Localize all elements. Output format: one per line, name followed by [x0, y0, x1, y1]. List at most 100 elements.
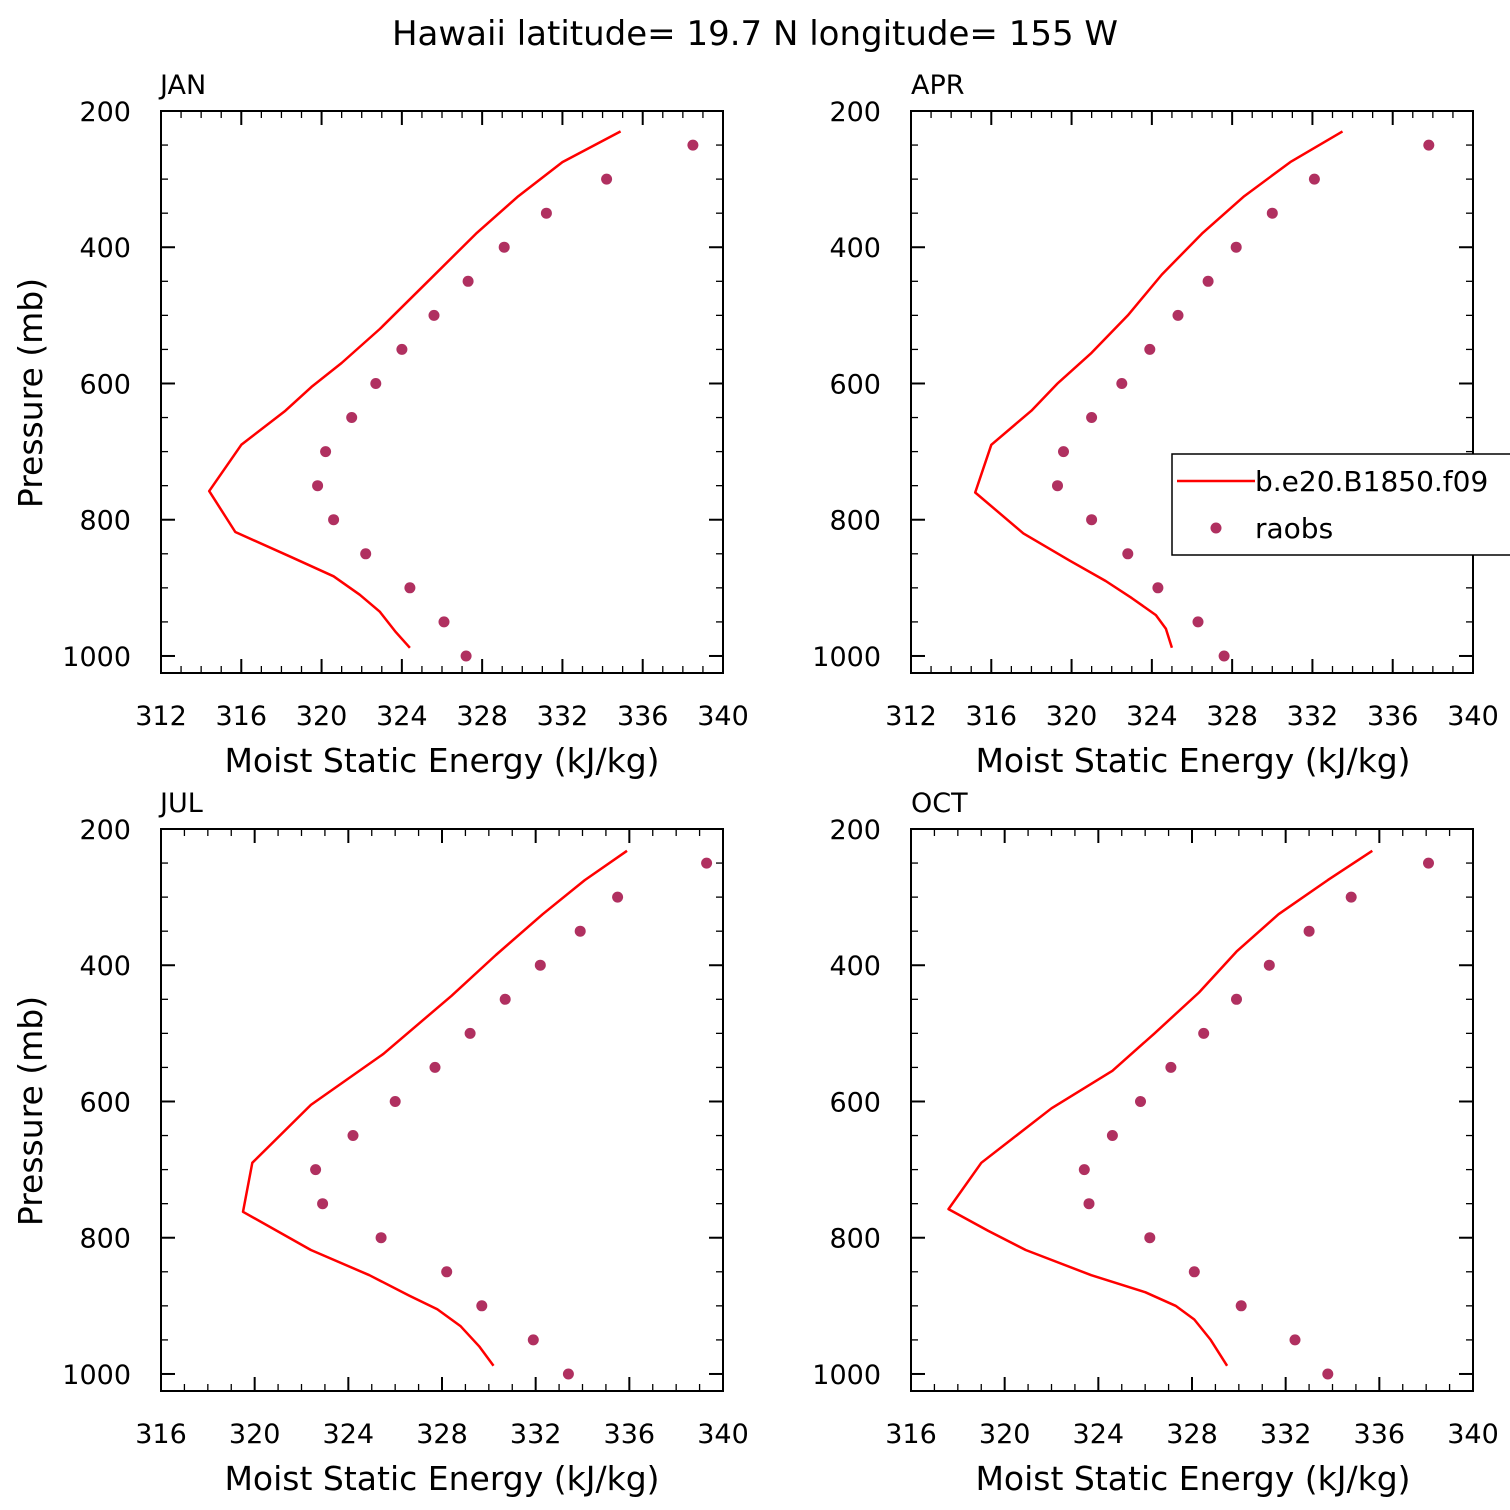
raobs-point	[389, 1096, 401, 1107]
raobs-point	[1198, 1027, 1210, 1039]
model-line	[947, 849, 1373, 1367]
x-axis-label: Moist Static Energy (kJ/kg)	[975, 1459, 1410, 1498]
raobs-point	[1172, 309, 1184, 321]
raobs-point	[1192, 616, 1204, 628]
model-line	[207, 130, 622, 649]
legend-box	[1171, 453, 1510, 556]
x-tick-label: 328	[1166, 1419, 1218, 1450]
raobs-point	[499, 993, 511, 1005]
raobs-point	[574, 925, 586, 937]
y-tick-label: 400	[829, 233, 881, 264]
raobs-point	[312, 480, 324, 492]
raobs-point	[601, 173, 613, 185]
y-tick-label: 200	[79, 97, 131, 128]
y-tick-label: 400	[79, 951, 131, 982]
y-tick-label: 1000	[62, 1360, 131, 1391]
x-tick-label: 332	[510, 1419, 562, 1450]
model-line	[241, 849, 628, 1367]
raobs-point	[396, 343, 408, 355]
x-tick-label: 340	[697, 1419, 749, 1450]
panel-title: JUL	[158, 788, 203, 819]
x-tick-label: 328	[1206, 701, 1258, 732]
raobs-point	[1218, 650, 1230, 662]
y-tick-label: 600	[79, 1087, 131, 1118]
raobs-point	[1083, 1198, 1095, 1210]
panel-title: APR	[911, 70, 965, 101]
raobs-point	[360, 548, 372, 560]
raobs-point	[476, 1300, 488, 1312]
panel-jul: JUL Moist Static Energy (kJ/kg) Pressure…	[11, 788, 749, 1498]
raobs-point	[1086, 412, 1098, 423]
y-tick-label: 400	[829, 951, 881, 982]
x-tick-label: 336	[604, 1419, 656, 1450]
x-tick-label: 328	[416, 1419, 468, 1450]
y-tick-label: 600	[829, 369, 881, 400]
x-tick-label: 316	[885, 1419, 937, 1450]
y-axis-label: Pressure (mb)	[11, 278, 50, 508]
y-tick-label: 200	[829, 815, 881, 846]
x-tick-label: 332	[1260, 1419, 1312, 1450]
raobs-point	[320, 446, 332, 458]
raobs-point	[1188, 1266, 1200, 1278]
x-axis-label: Moist Static Energy (kJ/kg)	[224, 1459, 659, 1498]
raobs-point	[1303, 925, 1315, 937]
raobs-point	[429, 1061, 441, 1073]
x-tick-label: 316	[135, 1419, 187, 1450]
raobs-point	[498, 241, 510, 253]
x-tick-label: 340	[1447, 701, 1499, 732]
raobs-point	[1165, 1061, 1177, 1073]
legend-marker-swatch	[1210, 522, 1222, 534]
raobs-point	[370, 378, 382, 389]
raobs-point	[1231, 993, 1242, 1005]
x-tick-label: 324	[376, 701, 428, 732]
panel-jan: JAN Moist Static Energy (kJ/kg) Pressure…	[11, 70, 749, 780]
raobs-point	[1266, 207, 1278, 219]
raobs-point	[1135, 1096, 1146, 1107]
raobs-point	[328, 514, 340, 526]
y-tick-label: 600	[829, 1087, 881, 1118]
raobs-point	[462, 275, 474, 287]
panel-title: OCT	[911, 788, 968, 819]
raobs-point	[375, 1232, 387, 1244]
raobs-point	[1289, 1334, 1301, 1346]
raobs-point	[428, 309, 440, 321]
panel-title: JAN	[158, 70, 206, 101]
x-tick-label: 320	[296, 701, 348, 732]
raobs-point	[438, 616, 450, 628]
raobs-point	[1263, 959, 1275, 971]
y-tick-label: 800	[829, 506, 881, 537]
x-tick-label: 336	[617, 701, 669, 732]
raobs-point	[1078, 1164, 1090, 1176]
raobs-point	[1052, 480, 1063, 492]
y-axis-label: Pressure (mb)	[11, 996, 50, 1226]
raobs-point	[1144, 343, 1156, 355]
raobs-point	[562, 1368, 574, 1380]
x-tick-label: 320	[1046, 701, 1098, 732]
raobs-point	[317, 1198, 329, 1210]
raobs-point	[1202, 275, 1214, 287]
x-tick-label: 324	[1073, 1419, 1125, 1450]
legend-label-model: b.e20.B1850.f09	[1255, 465, 1488, 498]
raobs-point	[1086, 514, 1098, 526]
raobs-point	[1144, 1232, 1156, 1244]
raobs-point	[612, 891, 624, 903]
raobs-point	[1308, 173, 1320, 185]
y-tick-label: 400	[79, 233, 131, 264]
raobs-point	[460, 650, 472, 662]
y-tick-label: 200	[829, 97, 881, 128]
x-tick-label: 336	[1354, 1419, 1406, 1450]
x-axis-label: Moist Static Energy (kJ/kg)	[975, 741, 1410, 780]
x-tick-label: 324	[323, 1419, 375, 1450]
x-tick-label: 332	[537, 701, 589, 732]
y-tick-label: 800	[79, 506, 131, 537]
raobs-point	[310, 1164, 322, 1176]
y-tick-label: 800	[79, 1224, 131, 1255]
raobs-point	[347, 1130, 359, 1141]
legend: b.e20.B1850.f09 raobs	[1171, 453, 1510, 556]
y-tick-label: 1000	[812, 642, 881, 673]
raobs-point	[1345, 891, 1357, 903]
x-tick-label: 320	[979, 1419, 1031, 1450]
y-tick-label: 1000	[62, 642, 131, 673]
